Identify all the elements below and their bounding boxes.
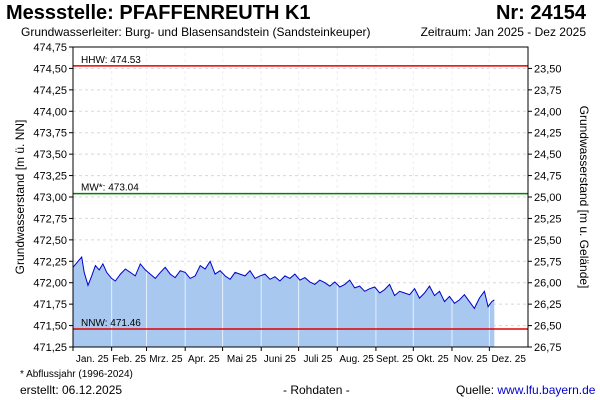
x-tick-label: Juni 25 <box>264 354 297 365</box>
y-tick-label: 472,75 <box>33 213 67 225</box>
reference-label: NNW: 471.46 <box>81 318 141 329</box>
y-tick-label: 474,00 <box>33 106 67 118</box>
y-tick-label: 473,50 <box>33 149 67 161</box>
page-title: Messstelle: PFAFFENREUTH K1 <box>6 2 311 24</box>
y-tick-label: 472,25 <box>33 256 67 268</box>
right-y-tick-label: 24,75 <box>534 171 562 183</box>
right-y-tick-label: 26,00 <box>534 278 562 290</box>
y-tick-label: 471,75 <box>33 299 67 311</box>
x-tick-label: Apr. 25 <box>188 354 220 365</box>
x-tick-label: Nov. 25 <box>454 354 488 365</box>
x-tick-label: Aug. 25 <box>339 354 374 365</box>
y-tick-label: 471,50 <box>33 321 67 333</box>
right-y-tick-label: 26,75 <box>534 342 562 354</box>
right-y-tick-label: 26,25 <box>534 299 562 311</box>
right-y-tick-label: 23,75 <box>534 85 562 97</box>
right-y-tick-label: 25,25 <box>534 213 562 225</box>
source-label: Quelle: <box>456 383 495 397</box>
right-y-axis-label: Grundwasserstand [m u. Gelände] <box>577 106 591 289</box>
right-y-tick-label: 25,00 <box>534 192 562 204</box>
right-y-tick-label: 24,00 <box>534 106 562 118</box>
right-y-tick-label: 24,25 <box>534 128 562 140</box>
y-tick-label: 474,50 <box>33 63 67 75</box>
station-number: Nr: 24154 <box>495 2 586 24</box>
reference-label: HHW: 474.53 <box>81 55 141 66</box>
y-tick-label: 472,50 <box>33 235 67 247</box>
aquifer-info: Grundwasserleiter: Burg- und Blasensands… <box>21 25 371 39</box>
x-tick-label: Mai 25 <box>227 354 257 365</box>
x-tick-label: Mrz. 25 <box>149 354 183 365</box>
y-tick-label: 474,25 <box>33 85 67 97</box>
period-info: Zeitraum: Jan 2025 - Dez 2025 <box>420 25 586 39</box>
source-link[interactable]: Quelle: www.lfu.bayern.de <box>456 383 595 397</box>
y-tick-label: 473,25 <box>33 171 67 183</box>
y-tick-label: 474,75 <box>33 42 67 54</box>
y-tick-label: 473,00 <box>33 192 67 204</box>
right-y-tick-label: 24,50 <box>534 149 562 161</box>
y-tick-label: 473,75 <box>33 128 67 140</box>
right-y-tick-label: 23,50 <box>534 63 562 75</box>
footnote: * Abflussjahr (1996-2024) <box>20 369 133 380</box>
x-tick-label: Juli 25 <box>303 354 332 365</box>
y-axis-label: Grundwasserstand [m ü. NN] <box>13 120 27 275</box>
x-tick-label: Dez. 25 <box>491 354 526 365</box>
water-level-area <box>73 257 495 347</box>
x-tick-label: Jan. 25 <box>76 354 109 365</box>
y-tick-label: 471,25 <box>33 342 67 354</box>
right-y-tick-label: 25,50 <box>534 235 562 247</box>
reference-label: MW*: 473.04 <box>81 183 139 194</box>
x-tick-label: Feb. 25 <box>112 354 146 365</box>
created-date: erstellt: 06.12.2025 <box>20 383 123 397</box>
x-tick-label: Sept. 25 <box>376 354 414 365</box>
source-url[interactable]: www.lfu.bayern.de <box>497 383 596 397</box>
water-level-line <box>72 255 495 310</box>
raw-data-note: - Rohdaten - <box>283 383 350 397</box>
right-y-tick-label: 26,50 <box>534 321 562 333</box>
x-tick-label: Okt. 25 <box>417 354 450 365</box>
y-tick-label: 472,00 <box>33 278 67 290</box>
right-y-tick-label: 25,75 <box>534 256 562 268</box>
